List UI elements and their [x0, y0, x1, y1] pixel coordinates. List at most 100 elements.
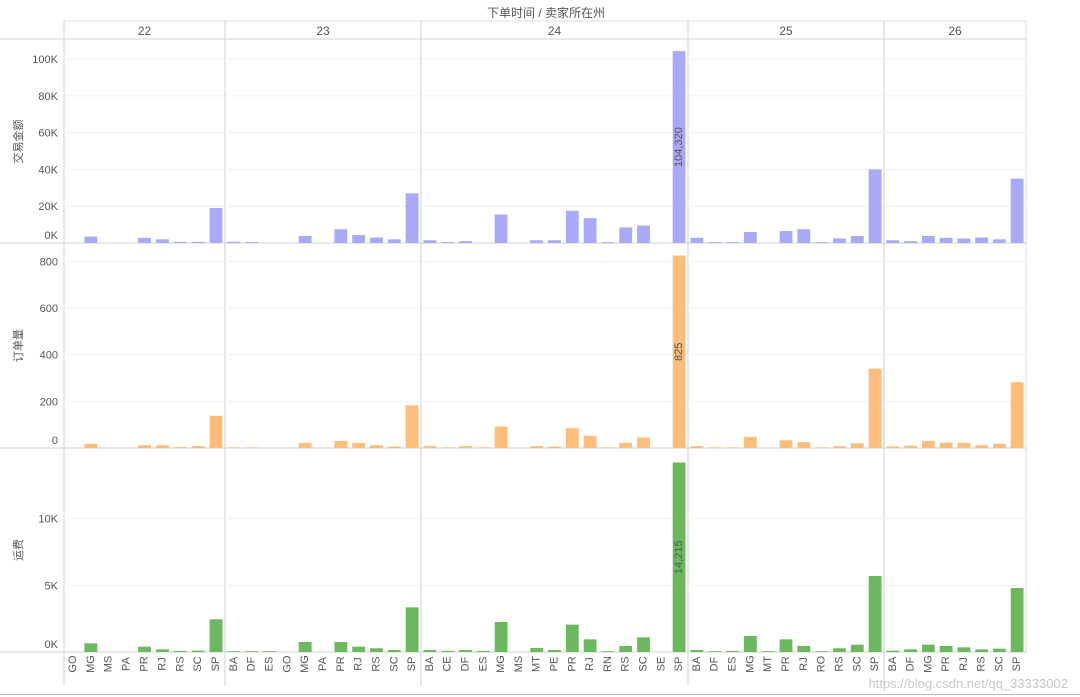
x-category-label: MS — [513, 656, 525, 673]
y-tick-label: 5K — [45, 580, 59, 592]
x-category-label: RS — [370, 656, 382, 671]
bar — [494, 426, 508, 448]
bar — [565, 624, 579, 652]
y-tick-label: 0K — [45, 230, 59, 242]
bar — [191, 446, 205, 448]
bar — [779, 231, 793, 243]
bar — [921, 644, 935, 652]
x-category-label: PR — [335, 656, 347, 671]
bar — [530, 446, 544, 448]
bar — [191, 650, 205, 652]
bar — [868, 368, 882, 448]
bar — [708, 242, 722, 243]
x-category-label: MT — [531, 656, 543, 672]
bar — [672, 255, 686, 448]
bar — [352, 646, 366, 652]
x-category-label: ES — [727, 657, 739, 672]
bar — [939, 646, 953, 652]
bar — [619, 442, 633, 448]
x-category-label: SC — [851, 656, 863, 671]
bar — [209, 415, 223, 448]
bar — [530, 648, 544, 652]
bar — [245, 651, 259, 652]
column-header: 23 — [316, 24, 330, 38]
x-category-label: SC — [993, 656, 1005, 671]
bar — [815, 447, 829, 448]
bar — [387, 650, 401, 652]
x-category-label: PA — [121, 656, 133, 671]
bar — [619, 646, 633, 652]
x-category-label: DF — [709, 656, 721, 671]
bar — [155, 445, 169, 448]
bar — [957, 442, 971, 448]
bar — [797, 229, 811, 243]
y-tick-label: 0K — [45, 639, 59, 651]
bar — [833, 446, 846, 448]
bar — [459, 241, 472, 243]
x-category-label: RS — [174, 656, 186, 671]
bar — [886, 650, 900, 652]
x-category-label: SC — [638, 656, 650, 671]
bar — [298, 236, 312, 243]
x-category-label: DF — [905, 656, 917, 671]
x-category-label: MG — [85, 655, 97, 673]
column-header: 24 — [548, 24, 562, 38]
bar — [939, 237, 953, 243]
bar — [334, 642, 348, 652]
bar — [904, 241, 918, 243]
y-tick-label: 800 — [40, 256, 58, 268]
bar — [405, 607, 419, 652]
bar — [441, 650, 455, 652]
bar — [84, 443, 98, 448]
x-category-label: RJ — [353, 657, 365, 670]
y-tick-label: 200 — [40, 396, 58, 408]
bar — [476, 447, 490, 448]
bar — [441, 447, 455, 448]
bar — [797, 646, 811, 652]
row-measure-label: 订单量 — [12, 329, 25, 362]
bar — [405, 405, 419, 448]
x-category-label: PE — [549, 657, 561, 672]
y-tick-label: 60K — [38, 128, 58, 140]
bar — [601, 447, 615, 448]
bar — [779, 639, 793, 652]
bar — [975, 237, 989, 243]
watermark: https://blog.csdn.net/qq_33333002 — [868, 676, 1069, 691]
bar — [583, 218, 597, 243]
x-category-label: MT — [762, 656, 774, 672]
bar — [850, 443, 864, 448]
bar — [690, 237, 704, 243]
x-category-label: MG — [922, 655, 934, 673]
x-category-label: BA — [887, 656, 899, 671]
bar — [601, 651, 615, 652]
x-category-label: RJ — [156, 657, 168, 670]
x-category-label: GO — [67, 655, 79, 673]
x-category-label: PR — [566, 656, 578, 671]
bar — [619, 227, 633, 243]
bar — [245, 242, 259, 243]
bar — [227, 651, 241, 652]
bar — [459, 446, 472, 448]
y-tick-label: 400 — [40, 350, 58, 362]
x-category-label: RO — [816, 655, 828, 672]
bar — [155, 239, 169, 243]
bar — [761, 651, 775, 652]
bar — [886, 446, 900, 448]
chart-title: 下单时间 / 卖家所在州 — [487, 5, 605, 20]
x-category-label: RJ — [584, 657, 596, 670]
bar — [743, 636, 757, 652]
bar — [84, 643, 98, 652]
x-category-label: SP — [1011, 657, 1023, 672]
x-category-label: PR — [139, 656, 151, 671]
bar — [833, 648, 846, 652]
bar — [921, 236, 935, 243]
bar — [939, 442, 953, 448]
bar — [387, 446, 401, 448]
bar — [459, 650, 472, 652]
bar — [548, 240, 561, 243]
bar — [672, 462, 686, 652]
bar — [352, 235, 366, 243]
bar — [726, 242, 739, 243]
x-category-label: ES — [264, 657, 276, 672]
bar — [815, 242, 829, 243]
